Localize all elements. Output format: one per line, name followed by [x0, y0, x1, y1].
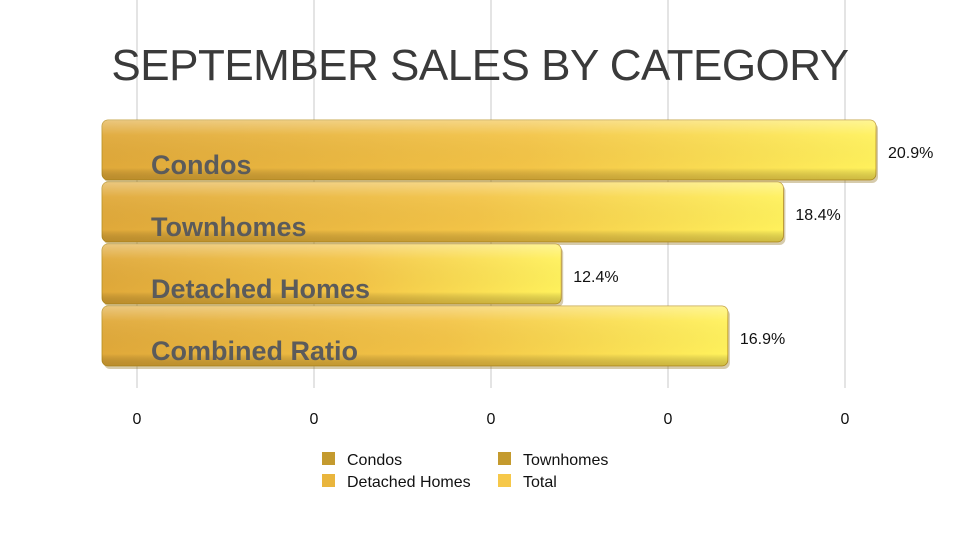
value-labels: 20.9% 18.4% 12.4% 16.9%: [573, 145, 933, 348]
legend-item: Townhomes: [498, 452, 608, 469]
legend-item: Total: [498, 474, 557, 491]
category-label: Combined Ratio: [151, 336, 358, 366]
bar-detached-homes: [101, 243, 564, 307]
legend-swatch: [322, 474, 335, 487]
value-label: 16.9%: [740, 331, 785, 348]
category-labels: Condos Townhomes Detached Homes Combined Ra…: [151, 150, 370, 366]
category-label: Detached Homes: [151, 274, 370, 304]
legend-label: Condos: [347, 452, 402, 469]
legend-swatch: [322, 452, 335, 465]
bar-shine: [102, 244, 562, 304]
chart-title: SEPTEMBER SALES BY CATEGORY: [111, 41, 848, 90]
bar-shine: [102, 120, 876, 180]
value-label: 18.4%: [795, 207, 840, 224]
category-label: Condos: [151, 150, 252, 180]
bars: [101, 119, 878, 369]
legend-label: Total: [523, 474, 557, 491]
bar-townhomes: [101, 181, 786, 245]
x-tick-label: 0: [487, 411, 496, 428]
legend-label: Townhomes: [523, 452, 608, 469]
x-tick-label: 0: [133, 411, 142, 428]
legend-swatch: [498, 452, 511, 465]
x-tick-label: 0: [841, 411, 850, 428]
value-label: 20.9%: [888, 145, 933, 162]
bar-shine: [102, 306, 728, 366]
bar-combined-ratio: [101, 305, 730, 369]
legend-label: Detached Homes: [347, 474, 471, 491]
legend-swatch: [498, 474, 511, 487]
legend-item: Condos: [322, 452, 402, 469]
bar-condos: [101, 119, 878, 183]
value-label: 12.4%: [573, 269, 618, 286]
legend-item: Detached Homes: [322, 474, 471, 491]
bar-shine: [102, 182, 784, 242]
x-axis-ticks: 0 0 0 0 0: [133, 411, 850, 428]
legend: Condos Townhomes Detached Homes Total: [322, 452, 608, 491]
x-tick-label: 0: [310, 411, 319, 428]
category-label: Townhomes: [151, 212, 307, 242]
x-tick-label: 0: [664, 411, 673, 428]
